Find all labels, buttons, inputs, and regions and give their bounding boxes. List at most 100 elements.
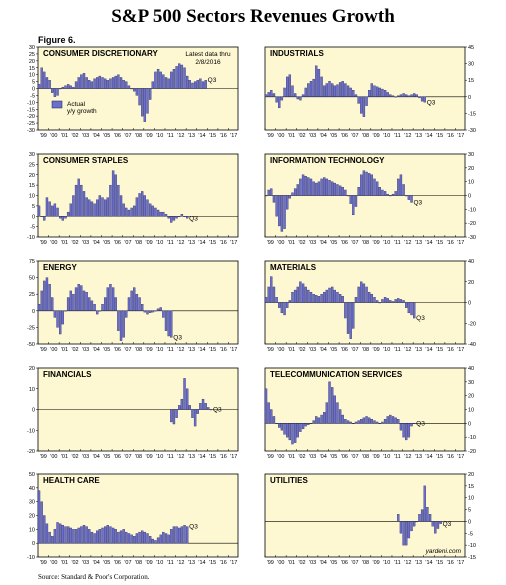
bar bbox=[162, 310, 165, 318]
bar bbox=[59, 216, 62, 219]
bar bbox=[101, 527, 104, 544]
bar bbox=[101, 197, 104, 217]
bar bbox=[405, 195, 408, 197]
bar bbox=[275, 297, 278, 303]
bar bbox=[199, 78, 202, 89]
bar bbox=[125, 207, 128, 217]
y-tick-label: -20 bbox=[468, 221, 476, 227]
q3-label: Q3 bbox=[173, 334, 182, 341]
x-tick-label: '08 bbox=[362, 454, 369, 460]
x-tick-label: '11 bbox=[394, 560, 401, 566]
x-tick-label: '14 bbox=[198, 133, 205, 139]
bar bbox=[312, 420, 315, 424]
y-tick-label: -30 bbox=[27, 128, 35, 134]
bar bbox=[328, 287, 331, 303]
x-tick-label: '05 bbox=[330, 240, 337, 246]
bar bbox=[88, 529, 91, 544]
bar bbox=[143, 195, 147, 217]
bar bbox=[188, 405, 191, 410]
bar bbox=[439, 521, 442, 524]
bar bbox=[362, 283, 366, 303]
bar bbox=[399, 521, 403, 534]
x-tick-label: '14 bbox=[198, 454, 205, 460]
bar bbox=[412, 521, 416, 527]
x-tick-label: '06 bbox=[114, 347, 121, 353]
x-tick-label: '11 bbox=[394, 240, 401, 246]
x-tick-label: '10 bbox=[156, 133, 163, 139]
bar bbox=[37, 304, 41, 311]
bar bbox=[125, 310, 128, 318]
bar bbox=[167, 310, 170, 337]
x-tick-label: '03 bbox=[82, 347, 89, 353]
y-tick-label: 10 bbox=[29, 73, 35, 79]
bar bbox=[122, 310, 125, 338]
y-tick-label: -25 bbox=[27, 325, 35, 331]
x-tick-label: '09 bbox=[146, 560, 153, 566]
bar bbox=[154, 310, 157, 312]
x-tick-label: '01 bbox=[61, 347, 68, 353]
y-tick-label: 20 bbox=[29, 173, 35, 179]
x-tick-label: '08 bbox=[135, 454, 142, 460]
x-tick-label: '09 bbox=[373, 240, 380, 246]
bar bbox=[375, 300, 379, 303]
bar bbox=[288, 195, 292, 199]
bar bbox=[333, 395, 336, 424]
x-tick-label: '06 bbox=[341, 454, 348, 460]
latest-note-line1: Latest data thru bbox=[185, 51, 231, 58]
bar bbox=[402, 184, 405, 196]
bar bbox=[185, 388, 189, 410]
bar bbox=[301, 423, 305, 430]
x-tick-label: '06 bbox=[114, 240, 121, 246]
q3-label: Q3 bbox=[189, 215, 198, 222]
bar bbox=[135, 533, 139, 544]
x-tick-label: '02 bbox=[71, 133, 78, 139]
bar bbox=[101, 304, 104, 311]
bar bbox=[117, 184, 120, 217]
x-tick-label: '08 bbox=[135, 347, 142, 353]
bar bbox=[320, 414, 323, 424]
x-tick-label: '17 bbox=[230, 560, 237, 566]
y-tick-label: -10 bbox=[468, 543, 476, 549]
y-tick-label: 30 bbox=[29, 45, 35, 51]
bar bbox=[74, 529, 78, 544]
bar bbox=[185, 216, 189, 219]
bar bbox=[323, 412, 326, 424]
bar bbox=[109, 526, 112, 544]
bar bbox=[138, 88, 141, 106]
chart-title: INFORMATION TECHNOLOGY bbox=[270, 156, 385, 165]
bar bbox=[98, 310, 102, 312]
x-tick-label: '99 bbox=[40, 133, 47, 139]
bar bbox=[418, 96, 421, 99]
bar bbox=[172, 216, 176, 221]
x-tick-label: '11 bbox=[167, 454, 174, 460]
bar bbox=[72, 294, 75, 311]
x-tick-label: '16 bbox=[447, 454, 454, 460]
bar bbox=[410, 521, 413, 532]
x-tick-label: '99 bbox=[267, 454, 274, 460]
bar bbox=[270, 409, 273, 424]
bar bbox=[199, 403, 202, 410]
y-tick-label: -15 bbox=[468, 555, 476, 561]
bar bbox=[426, 507, 429, 522]
bar bbox=[88, 80, 91, 89]
y-tick-label: 10 bbox=[29, 387, 35, 393]
bar bbox=[111, 77, 115, 89]
bar bbox=[328, 180, 331, 196]
q3-label: Q3 bbox=[414, 199, 423, 206]
x-tick-label: '09 bbox=[373, 347, 380, 353]
bar bbox=[40, 67, 43, 89]
x-tick-label: '06 bbox=[114, 454, 121, 460]
bar bbox=[397, 419, 400, 424]
x-tick-label: '00 bbox=[50, 347, 57, 353]
bar bbox=[170, 216, 173, 223]
bar bbox=[37, 84, 41, 89]
bar bbox=[56, 207, 59, 217]
x-tick-label: '07 bbox=[124, 133, 131, 139]
plot-area bbox=[37, 473, 239, 558]
bar bbox=[394, 191, 397, 196]
bar bbox=[391, 95, 395, 97]
bar bbox=[98, 75, 102, 89]
bar bbox=[154, 207, 157, 217]
x-tick-label: '07 bbox=[351, 560, 358, 566]
bar bbox=[80, 74, 83, 89]
